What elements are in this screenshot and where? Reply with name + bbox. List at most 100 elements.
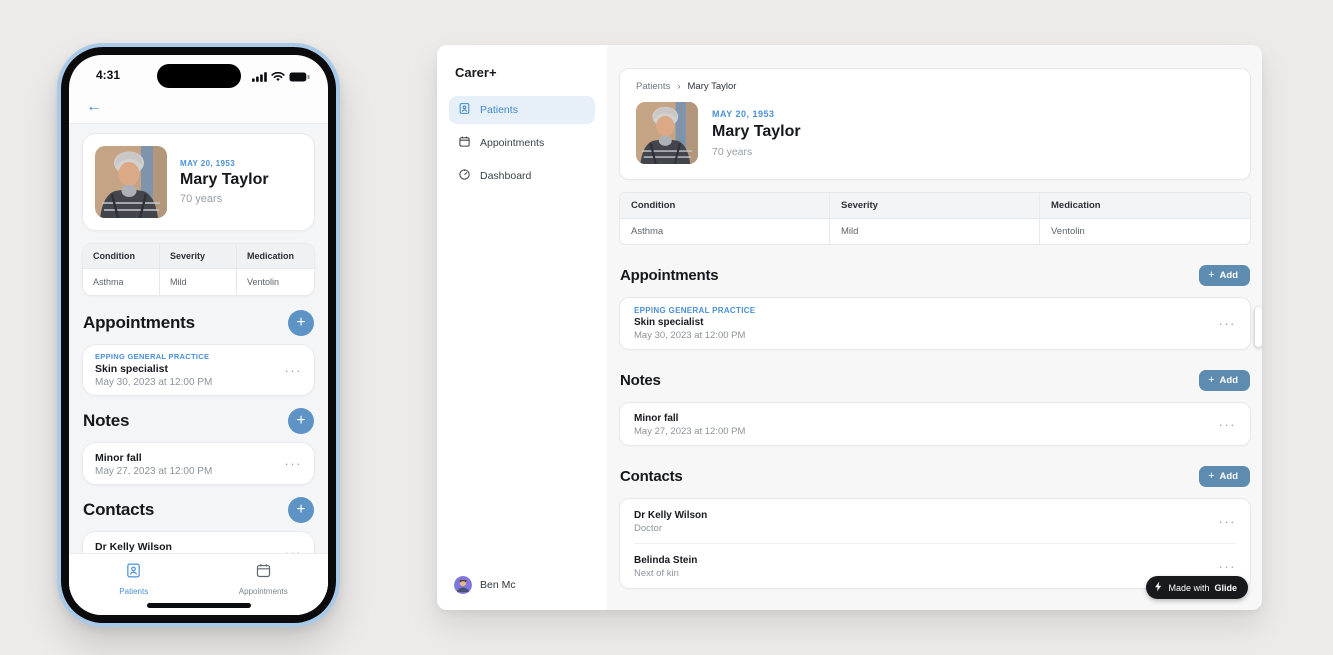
health-table: Condition Severity Medication Asthma Mil… [82, 243, 315, 296]
table-header-condition: Condition [620, 193, 830, 218]
plus-icon: + [296, 412, 306, 429]
phone-mockup: 4:31 ← [57, 43, 340, 627]
app-title: Carer+ [455, 65, 497, 80]
patient-photo [636, 102, 698, 164]
contacts-list: Dr Kelly Wilson Doctor ··· Belinda Stein… [619, 498, 1251, 589]
desktop-app-window: Carer+ Patients Appointments Dashboard B… [437, 45, 1262, 610]
note-item[interactable]: Minor fall May 27, 2023 at 12:00 PM ··· [619, 402, 1251, 446]
sidebar: Carer+ Patients Appointments Dashboard B… [437, 45, 607, 610]
patient-summary-card: MAY 20, 1953 Mary Taylor 70 years [82, 133, 315, 231]
phone-content: MAY 20, 1953 Mary Taylor 70 years Condit… [69, 123, 328, 615]
cell-severity: Mild [160, 269, 237, 295]
appointment-item[interactable]: EPPING GENERAL PRACTICE Skin specialist … [82, 344, 315, 396]
sidebar-item-dashboard[interactable]: Dashboard [449, 162, 595, 190]
contact-item[interactable]: Dr Kelly Wilson Doctor ··· [634, 499, 1236, 543]
contact-role: Doctor [634, 523, 662, 534]
sidebar-item-label: Patients [480, 104, 518, 116]
add-note-button[interactable]: + Add [1199, 370, 1250, 391]
breadcrumb-patients-link[interactable]: Patients [636, 81, 671, 92]
breadcrumb-separator: › [677, 81, 681, 92]
more-icon[interactable]: ··· [1218, 316, 1236, 331]
cell-severity: Mild [830, 219, 1040, 244]
sidebar-item-label: Dashboard [480, 170, 532, 182]
appointment-practice-tag: EPPING GENERAL PRACTICE [95, 352, 210, 361]
more-icon[interactable]: ··· [1218, 416, 1236, 432]
note-item[interactable]: Minor fall May 27, 2023 at 12:00 PM ··· [82, 442, 315, 485]
contacts-heading: Contacts [83, 500, 155, 519]
home-indicator [146, 603, 251, 608]
user-avatar [454, 576, 472, 594]
plus-icon: + [296, 314, 306, 331]
note-title: Minor fall [634, 413, 679, 424]
badge-brand: Glide [1214, 582, 1237, 593]
add-contact-button[interactable]: + [288, 497, 314, 523]
user-name: Ben Mc [480, 579, 516, 591]
back-arrow-icon[interactable]: ← [86, 98, 102, 115]
battery-icon [289, 69, 310, 87]
appointments-heading: Appointments [620, 267, 719, 284]
more-icon[interactable]: ··· [284, 456, 302, 471]
patient-dob: MAY 20, 1953 [712, 108, 775, 119]
table-row: Asthma Mild Ventolin [83, 269, 314, 295]
patient-name: Mary Taylor [712, 122, 801, 140]
appointment-practice-tag: EPPING GENERAL PRACTICE [634, 306, 756, 315]
plus-icon: + [296, 501, 306, 518]
add-note-button[interactable]: + [288, 408, 314, 434]
more-icon[interactable]: ··· [284, 362, 302, 378]
table-row: Asthma Mild Ventolin [620, 219, 1250, 244]
dynamic-island [156, 64, 241, 88]
status-time: 4:31 [96, 68, 121, 82]
made-with-glide-badge[interactable]: Made with Glide [1146, 576, 1248, 599]
patient-age: 70 years [180, 193, 223, 205]
appointment-datetime: May 30, 2023 at 12:00 PM [634, 330, 746, 341]
sidebar-item-patients[interactable]: Patients [449, 96, 595, 124]
add-button-label: Add [1219, 270, 1238, 281]
appointment-title: Skin specialist [634, 317, 704, 328]
table-header-condition: Condition [83, 244, 160, 268]
table-header-severity: Severity [830, 193, 1040, 218]
health-table: Condition Severity Medication Asthma Mil… [619, 192, 1251, 245]
tab-appointments[interactable]: Appointments [218, 562, 308, 615]
breadcrumb: Patients › Mary Taylor [636, 81, 1234, 92]
user-account[interactable]: Ben Mc [449, 572, 595, 598]
tab-label: Appointments [238, 587, 288, 596]
table-header-severity: Severity [160, 244, 237, 268]
contact-role: Next of kin [634, 568, 679, 579]
cell-condition: Asthma [620, 219, 830, 244]
contact-name: Dr Kelly Wilson [95, 541, 172, 553]
appointment-datetime: May 30, 2023 at 12:00 PM [95, 377, 213, 388]
sidebar-item-label: Appointments [480, 137, 545, 149]
patient-header-card: Patients › Mary Taylor [619, 68, 1251, 180]
breadcrumb-current: Mary Taylor [687, 81, 737, 92]
bolt-icon [1154, 581, 1163, 594]
badge-prefix: Made with [1168, 582, 1210, 593]
more-icon[interactable]: ··· [1218, 558, 1236, 574]
patient-dob: MAY 20, 1953 [180, 159, 236, 168]
gauge-icon [458, 168, 471, 184]
add-appointment-button[interactable]: + Add [1199, 265, 1250, 286]
tab-patients[interactable]: Patients [89, 562, 179, 615]
patient-photo [95, 146, 167, 218]
notes-heading: Notes [620, 372, 661, 389]
signal-icon [252, 69, 267, 87]
add-button-label: Add [1219, 471, 1238, 482]
note-datetime: May 27, 2023 at 12:00 PM [95, 466, 213, 477]
scrollbar-thumb[interactable] [1255, 307, 1262, 347]
cell-medication: Ventolin [247, 277, 280, 287]
cell-condition: Asthma [83, 269, 160, 295]
more-icon[interactable]: ··· [1218, 513, 1236, 529]
contact-name: Belinda Stein [634, 555, 698, 566]
appointment-title: Skin specialist [95, 363, 168, 375]
appointment-item[interactable]: EPPING GENERAL PRACTICE Skin specialist … [619, 297, 1251, 350]
add-appointment-button[interactable]: + [288, 310, 314, 336]
contact-item[interactable]: Belinda Stein Next of kin ··· [634, 543, 1236, 588]
patients-badge-icon [125, 562, 142, 584]
phone-statusbar: 4:31 [69, 55, 328, 91]
note-title: Minor fall [95, 452, 142, 464]
contact-name: Dr Kelly Wilson [634, 510, 708, 521]
wifi-icon [271, 69, 285, 87]
add-contact-button[interactable]: + Add [1199, 466, 1250, 487]
phone-screen: 4:31 ← [69, 55, 328, 615]
sidebar-item-appointments[interactable]: Appointments [449, 129, 595, 157]
add-button-label: Add [1219, 375, 1238, 386]
